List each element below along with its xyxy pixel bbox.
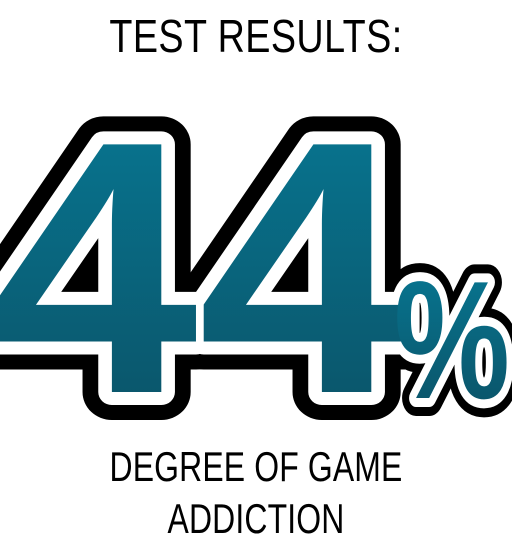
result-fill-layer: 44 %: [0, 67, 510, 469]
result-digits-halo: 44: [0, 67, 410, 469]
result-digits-outline: 44: [0, 67, 410, 469]
result-graphic: 44 % 44 % 44 %: [0, 39, 512, 497]
result-digits: 44: [0, 67, 410, 469]
percent-sign-outline: %: [394, 246, 510, 434]
percent-sign-halo: %: [394, 246, 510, 434]
result-outline-layer: 44 %: [0, 39, 512, 497]
result-label: DEGREE OF GAME ADDICTION: [109, 443, 403, 542]
page-title: TEST RESULTS:: [109, 10, 403, 62]
result-card: TEST RESULTS: 44 % 44 % 44 % DEGREE OF G…: [0, 10, 512, 542]
result-halo-layer: 44 %: [0, 54, 512, 482]
percent-sign: %: [394, 246, 510, 434]
